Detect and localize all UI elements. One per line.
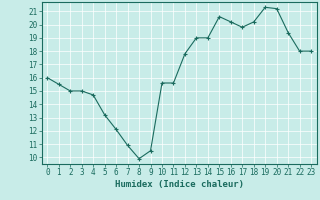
X-axis label: Humidex (Indice chaleur): Humidex (Indice chaleur) <box>115 180 244 189</box>
